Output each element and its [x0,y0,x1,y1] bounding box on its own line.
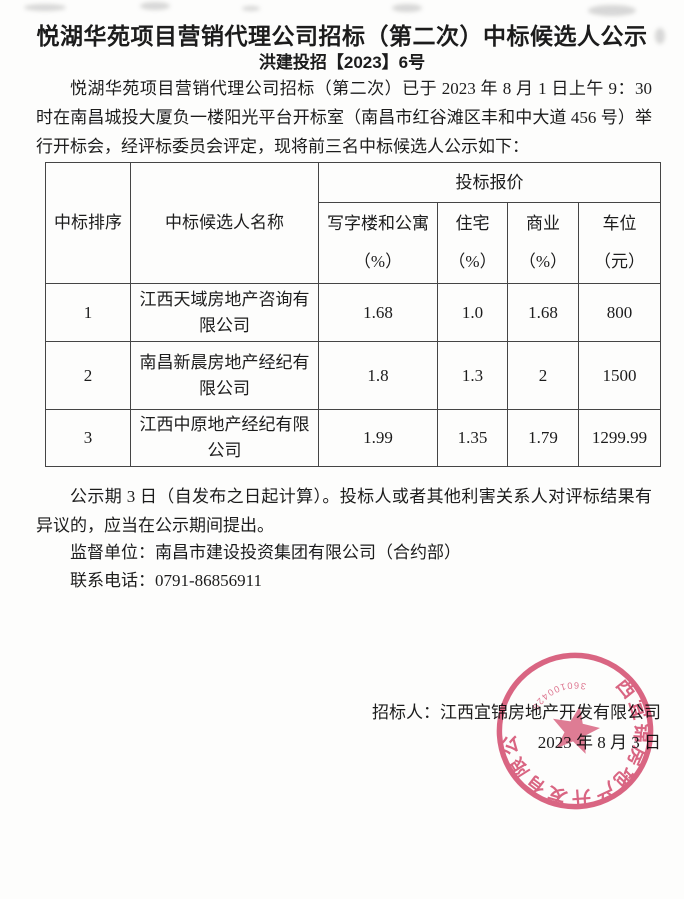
header-rank: 中标排序 [45,162,131,284]
value-cell: 1.8 [318,341,438,410]
company-cell: 南昌新晨房地产经纪有限公司 [130,341,319,410]
intro-paragraph: 悦湖华苑项目营销代理公司招标（第二次）已于 2023 年 8 月 1 日上午 9… [36,79,652,156]
value-cell: 1.0 [437,283,508,342]
signature-date: 2023 年 8 月 3 日 [537,733,661,752]
value-cell: 1.99 [318,409,438,467]
table-row: 2 南昌新晨房地产经纪有限公司 1.8 1.3 2 1500 [45,341,661,410]
value-cell: 1.35 [437,409,508,467]
header-commercial: 商业（%） [507,202,579,284]
scan-artifact [140,2,170,10]
value-cell: 1.79 [507,409,579,467]
value-cell: 1.3 [437,341,508,410]
tenderee-line: 招标人：江西宜锦房地产开发有限公司 [372,703,661,722]
scan-artifact [242,6,260,11]
value-cell: 1.68 [318,283,438,342]
rank-cell: 2 [45,341,131,410]
header-residential: 住宅（%） [437,202,508,284]
company-cell: 江西中原地产经纪有限公司 [130,409,319,467]
value-cell: 1299.99 [578,409,661,467]
scan-artifact [588,5,636,16]
supervisor-line: 监督单位：南昌市建设投资集团有限公司（合约部） [70,543,461,562]
header-candidate-name: 中标候选人名称 [130,162,319,284]
scan-artifact [392,4,422,12]
scan-artifact [24,4,66,11]
value-cell: 800 [578,283,661,342]
value-cell: 1500 [578,341,661,410]
header-office-apartment: 写字楼和公寓（%） [318,202,438,284]
page-title: 悦湖华苑项目营销代理公司招标（第二次）中标候选人公示 [36,23,648,49]
bid-candidates-table: 中标排序 中标候选人名称 投标报价 写字楼和公寓（%） 住宅（%） 商业（%） … [45,162,661,467]
scan-artifact [655,28,665,44]
header-parking: 车位（元） [578,202,661,284]
rank-cell: 1 [45,283,131,342]
value-cell: 1.68 [507,283,579,342]
table-row: 3 江西中原地产经纪有限公司 1.99 1.35 1.79 1299.99 [45,409,661,467]
table-header-row-1: 中标排序 中标候选人名称 投标报价 [45,162,661,284]
table-header-row-2: 写字楼和公寓（%） 住宅（%） 商业（%） 车位（元） [46,202,661,284]
document-number: 洪建投招【2023】6号 [258,53,426,72]
contact-phone-line: 联系电话：0791-86856911 [70,571,263,590]
company-cell: 江西天域房地产咨询有限公司 [130,283,319,342]
table-row: 1 江西天域房地产咨询有限公司 1.68 1.0 1.68 800 [45,283,661,342]
value-cell: 2 [507,341,579,410]
publicity-period-notice: 公示期 3 日（自发布之日起计算）。投标人或者其他利害关系人对评标结果有异议的，… [36,487,652,535]
header-bid-price-group: 投标报价 [318,162,661,203]
rank-cell: 3 [45,409,131,467]
